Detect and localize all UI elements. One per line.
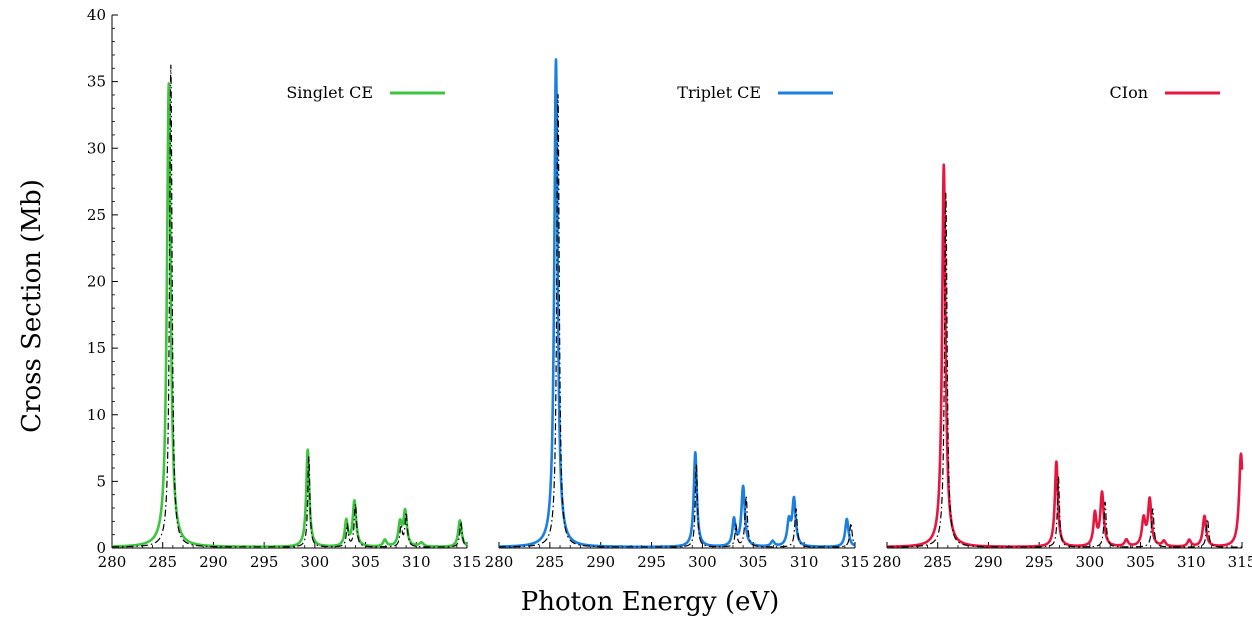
x-tick-label: 285 bbox=[923, 553, 952, 571]
series-line-reference bbox=[112, 64, 468, 548]
x-tick-label: 310 bbox=[790, 553, 819, 571]
legend-label: CIon bbox=[1110, 83, 1149, 102]
x-tick-label: 300 bbox=[688, 553, 717, 571]
x-tick-label: 305 bbox=[1126, 553, 1155, 571]
x-tick-label: 280 bbox=[873, 553, 902, 571]
x-tick-label: 290 bbox=[586, 553, 615, 571]
chart-panel-1: 280 285 290 295 300 305 310 315 0 5 10 15 20 25 30 35 40… bbox=[87, 6, 481, 571]
x-tick-label: 315 bbox=[1228, 553, 1252, 571]
x-axis-label: Photon Energy (eV) bbox=[521, 587, 780, 617]
x-tick-label: 295 bbox=[637, 553, 666, 571]
x-tick-label: 300 bbox=[1076, 553, 1105, 571]
x-tick-label: 285 bbox=[148, 553, 177, 571]
x-tick-label: 305 bbox=[351, 553, 380, 571]
series-line-theory bbox=[885, 163, 1244, 548]
series-line-theory bbox=[497, 58, 857, 549]
x-tick-label: 295 bbox=[1025, 553, 1054, 571]
series-line-reference bbox=[886, 192, 1242, 548]
series-line-theory bbox=[110, 82, 469, 549]
x-tick-label: 280 bbox=[485, 553, 514, 571]
x-tick-label: 315 bbox=[841, 553, 870, 571]
x-tick-label: 305 bbox=[739, 553, 768, 571]
x-tick-label: 290 bbox=[199, 553, 228, 571]
x-tick-label: 290 bbox=[974, 553, 1003, 571]
x-tick-label: 315 bbox=[453, 553, 482, 571]
series-line-reference bbox=[499, 94, 856, 548]
y-axis-label: Cross Section (Mb) bbox=[17, 179, 47, 433]
y-tick-label: 15 bbox=[87, 339, 106, 357]
x-tick-label: 285 bbox=[536, 553, 565, 571]
y-tick-label: 40 bbox=[87, 6, 106, 24]
chart-panels: 280 285 290 295 300 305 310 315 0 5 10 15 20 25 30 35 40… bbox=[87, 6, 1252, 571]
legend-label: Singlet CE bbox=[286, 83, 373, 102]
chart-panel-3: 280 285 290 295 300 305 310 315 CIon bbox=[873, 83, 1252, 571]
y-tick-label: 35 bbox=[87, 73, 106, 91]
y-tick-label: 10 bbox=[87, 406, 106, 424]
y-tick-label: 5 bbox=[96, 472, 106, 490]
x-tick-label: 300 bbox=[301, 553, 330, 571]
y-tick-label: 20 bbox=[87, 273, 106, 291]
y-tick-label: 25 bbox=[87, 206, 106, 224]
x-tick-label: 310 bbox=[402, 553, 431, 571]
y-tick-label: 30 bbox=[87, 139, 106, 157]
legend-label: Triplet CE bbox=[677, 83, 761, 102]
x-tick-label: 310 bbox=[1177, 553, 1206, 571]
y-tick-label: 0 bbox=[96, 539, 106, 557]
x-tick-label: 295 bbox=[250, 553, 279, 571]
x-tick-label: 280 bbox=[98, 553, 127, 571]
chart-panel-2: 280 285 290 295 300 305 310 315 Triplet CE bbox=[485, 58, 870, 571]
